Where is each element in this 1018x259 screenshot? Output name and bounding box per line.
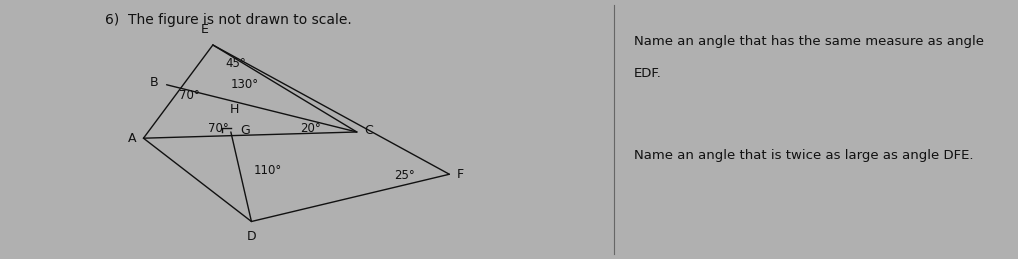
Text: Name an angle that is twice as large as angle DFE.: Name an angle that is twice as large as … [634,149,973,162]
Text: 70°: 70° [179,89,201,102]
Text: 70°: 70° [208,122,228,135]
Text: H: H [229,103,238,116]
Text: B: B [150,76,158,89]
Text: G: G [240,125,250,138]
Text: 20°: 20° [300,122,321,135]
Text: C: C [364,125,374,138]
Text: 110°: 110° [253,164,282,177]
Text: 130°: 130° [231,78,259,91]
Text: 6)  The figure is not drawn to scale.: 6) The figure is not drawn to scale. [105,13,351,27]
Text: A: A [128,132,136,146]
Text: EDF.: EDF. [634,67,662,80]
Text: Name an angle that has the same measure as angle: Name an angle that has the same measure … [634,35,983,48]
Text: F: F [457,168,464,181]
Text: D: D [246,230,257,243]
Text: 25°: 25° [394,169,414,182]
Text: 45°: 45° [226,57,246,70]
Text: E: E [202,23,209,36]
